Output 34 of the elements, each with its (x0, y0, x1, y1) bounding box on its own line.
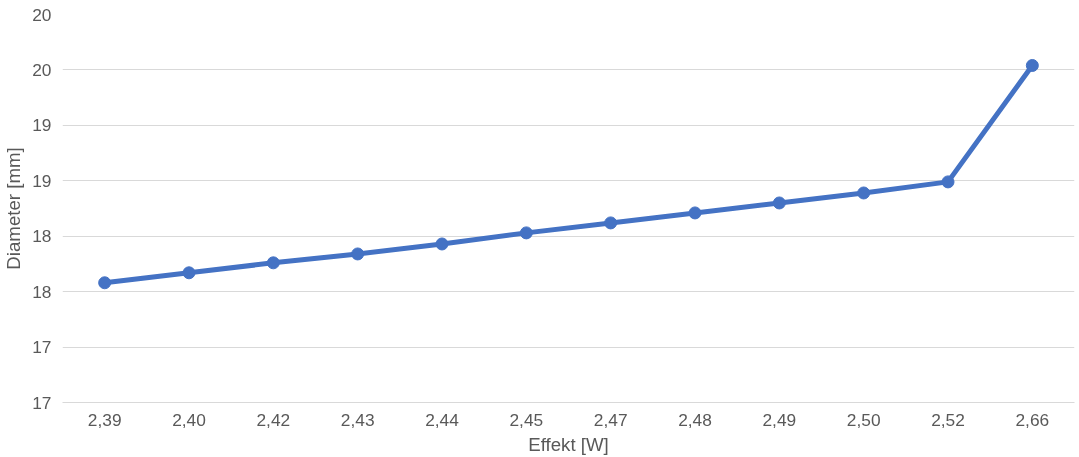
point (604, 216, 618, 230)
y-axis-title: Diameter [mm] (3, 147, 25, 270)
x-tick-label: 2,47 (593, 409, 628, 430)
x-axis-title: Effekt [W] (528, 433, 609, 455)
point (98, 276, 112, 290)
y-tick-label: 19 (32, 170, 52, 191)
y-tick-label: 20 (32, 4, 52, 25)
x-tick-label: 2,45 (509, 409, 544, 430)
x-tick-label: 2,40 (172, 409, 206, 430)
y-tick-label: 17 (32, 337, 52, 358)
point (519, 226, 533, 240)
y-tick-label: 18 (32, 281, 52, 302)
y-tick-label: 20 (32, 59, 52, 80)
x-tick-label: 2,50 (846, 409, 881, 430)
x-tick-label: 2,43 (340, 409, 375, 430)
point (435, 237, 449, 251)
point (857, 186, 871, 200)
x-tick-label: 2,49 (762, 409, 797, 430)
y-tick-label: 18 (32, 226, 52, 247)
x-tick-label: 2,44 (425, 409, 460, 430)
x-tick-label: 2,39 (87, 409, 122, 430)
point (351, 247, 365, 261)
point (688, 206, 702, 220)
point (182, 266, 196, 280)
x-tick-label: 2,66 (1015, 409, 1050, 430)
y-tick-label: 17 (32, 392, 52, 413)
point (941, 175, 955, 189)
x-tick-label: 2,52 (931, 409, 965, 430)
point (772, 196, 786, 210)
x-tick-label: 2,42 (256, 409, 291, 430)
point (1025, 59, 1039, 72)
y-tick-label: 19 (32, 115, 52, 136)
point (266, 256, 280, 270)
x-tick-label: 2,48 (678, 409, 712, 430)
